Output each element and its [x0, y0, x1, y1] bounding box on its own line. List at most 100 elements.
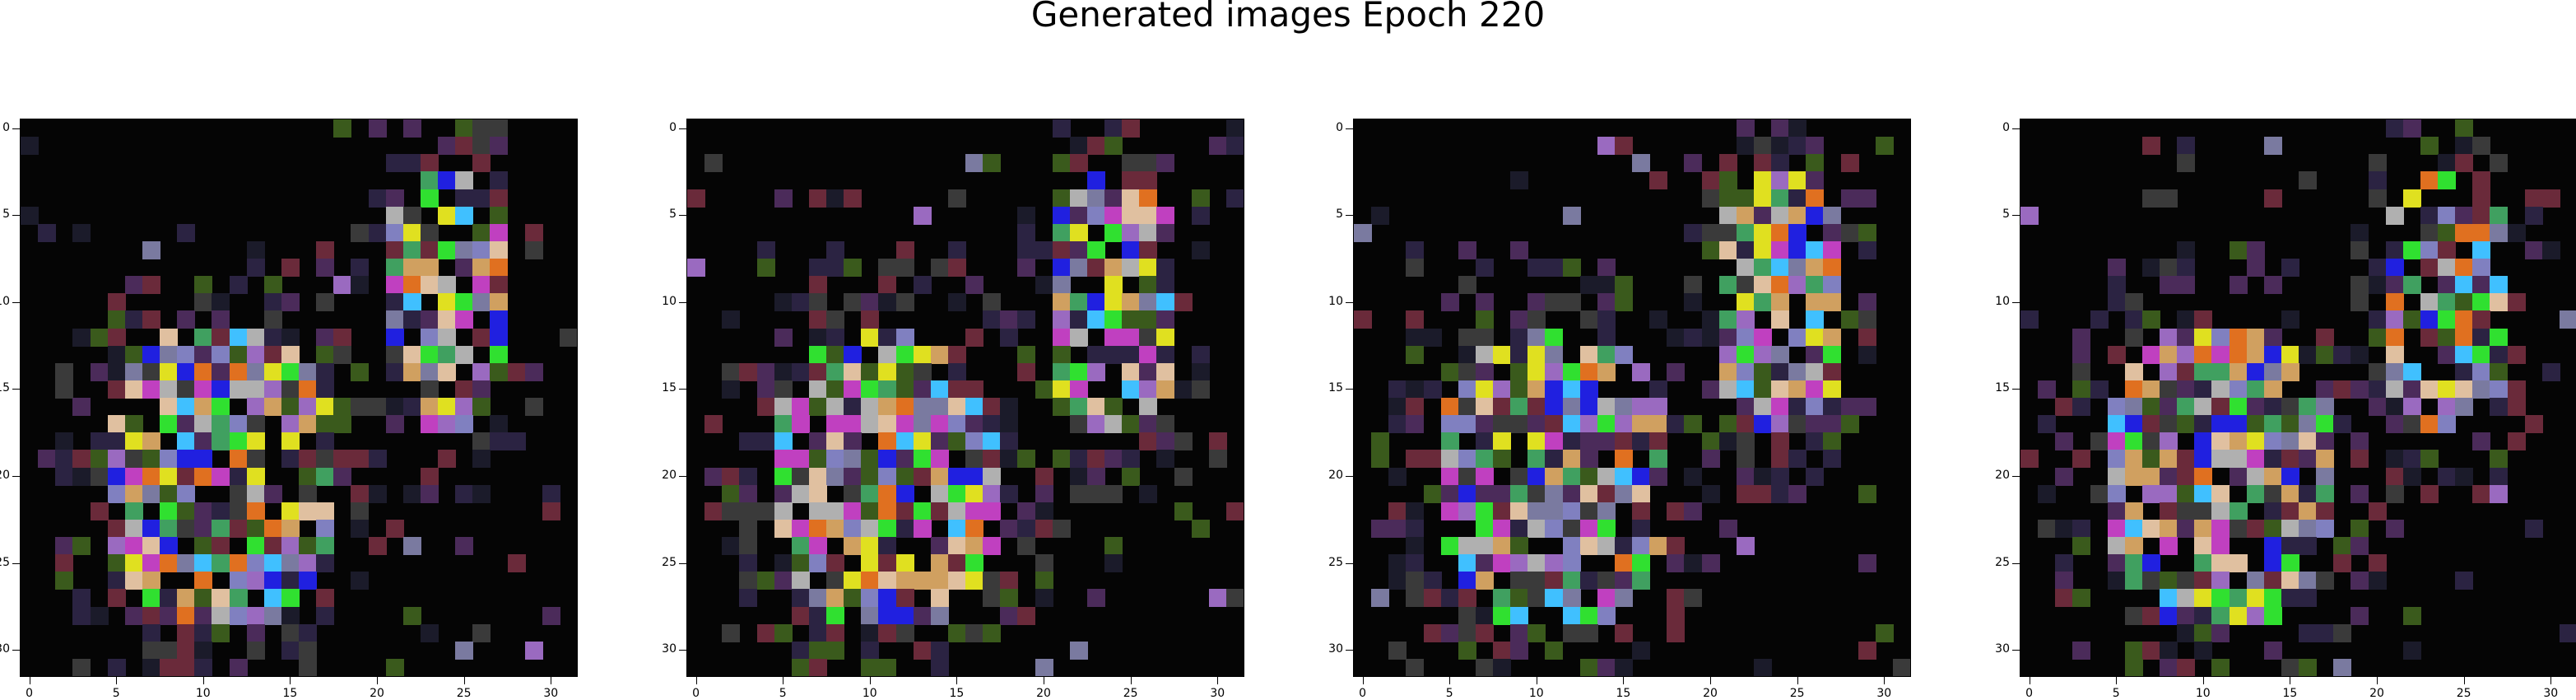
x-tick — [1710, 677, 1712, 684]
x-tick — [1884, 677, 1886, 684]
y-tick-label: 30 — [0, 642, 10, 656]
y-tick — [12, 215, 20, 217]
y-tick — [679, 562, 686, 564]
image-axes — [686, 119, 1244, 677]
x-tick-label: 20 — [1036, 687, 1051, 700]
y-tick-label: 25 — [662, 555, 677, 569]
x-tick-label: 5 — [779, 687, 787, 700]
x-tick-label: 20 — [370, 687, 384, 700]
y-tick-label: 15 — [1328, 381, 1343, 395]
y-tick-label: 10 — [0, 294, 10, 308]
y-tick — [2012, 128, 2020, 129]
x-tick-label: 5 — [112, 687, 120, 700]
x-tick — [2202, 677, 2204, 684]
x-tick — [202, 677, 204, 684]
y-tick — [1346, 650, 1353, 651]
x-tick-label: 30 — [1210, 687, 1225, 700]
x-tick-label: 15 — [282, 687, 298, 700]
x-tick — [1217, 677, 1219, 684]
x-tick — [463, 677, 465, 684]
x-tick-label: 25 — [456, 687, 472, 700]
y-tick — [2012, 389, 2020, 390]
y-tick-label: 25 — [0, 555, 10, 569]
y-tick-label: 15 — [0, 381, 10, 395]
x-tick-label: 15 — [2282, 687, 2298, 700]
y-tick-label: 5 — [2, 208, 10, 222]
y-tick — [679, 128, 686, 129]
x-tick — [1797, 677, 1798, 684]
x-tick-label: 30 — [543, 687, 559, 700]
y-tick — [679, 301, 686, 303]
figure-title: Generated images Epoch 220 — [1030, 0, 1546, 35]
y-tick-label: 5 — [1336, 208, 1343, 222]
y-tick — [2012, 562, 2020, 564]
y-tick — [2012, 650, 2020, 651]
x-tick-label: 0 — [2025, 687, 2034, 700]
x-tick — [1362, 677, 1364, 684]
x-tick — [2377, 677, 2378, 684]
x-tick-label: 0 — [692, 687, 700, 700]
y-tick — [1346, 215, 1353, 217]
y-tick — [679, 476, 686, 478]
x-tick — [1449, 677, 1451, 684]
y-tick-label: 10 — [1328, 294, 1343, 308]
y-tick — [1346, 128, 1353, 129]
image-axes — [20, 119, 578, 677]
x-tick-label: 20 — [2369, 687, 2384, 700]
y-tick — [12, 128, 20, 129]
y-tick — [679, 650, 686, 651]
x-tick — [2463, 677, 2465, 684]
x-tick — [377, 677, 379, 684]
y-tick-label: 5 — [669, 208, 677, 222]
x-tick — [1623, 677, 1625, 684]
x-tick-label: 5 — [1445, 687, 1453, 700]
y-tick-label: 20 — [662, 469, 677, 483]
y-tick-label: 15 — [662, 381, 677, 395]
y-tick-label: 20 — [1995, 469, 2010, 483]
x-tick — [956, 677, 958, 684]
y-tick — [2012, 301, 2020, 303]
y-tick-label: 10 — [1995, 294, 2010, 308]
generated-image-panel: 0 5 10 15 20 25 30 0 5 10 15 20 25 30 — [0, 119, 578, 700]
x-tick-label: 20 — [1703, 687, 1718, 700]
y-tick-label: 0 — [1336, 120, 1343, 134]
x-tick — [869, 677, 871, 684]
x-tick-label: 15 — [949, 687, 965, 700]
x-tick-label: 10 — [1528, 687, 1544, 700]
y-tick — [12, 650, 20, 651]
y-tick-label: 30 — [1328, 642, 1343, 656]
y-tick-label: 0 — [669, 120, 677, 134]
x-tick — [1130, 677, 1132, 684]
x-tick — [2550, 677, 2552, 684]
y-tick — [679, 215, 686, 217]
y-tick — [1346, 301, 1353, 303]
y-tick — [1346, 476, 1353, 478]
y-tick — [12, 301, 20, 303]
x-tick-label: 0 — [26, 687, 34, 700]
x-tick-label: 15 — [1616, 687, 1631, 700]
x-tick — [695, 677, 697, 684]
x-tick-label: 25 — [1123, 687, 1138, 700]
y-tick-label: 20 — [0, 469, 10, 483]
y-tick-label: 20 — [1328, 469, 1343, 483]
x-tick-label: 30 — [1876, 687, 1892, 700]
image-axes — [1353, 119, 1911, 677]
y-tick-label: 10 — [662, 294, 677, 308]
y-tick — [12, 389, 20, 390]
y-tick — [12, 562, 20, 564]
generated-image-panel: 0 5 10 15 20 25 30 0 5 10 15 20 25 30 — [1328, 119, 1911, 700]
x-tick-label: 5 — [2112, 687, 2120, 700]
x-tick — [2116, 677, 2118, 684]
y-tick-label: 5 — [2002, 208, 2010, 222]
x-tick-label: 25 — [2456, 687, 2471, 700]
y-tick — [2012, 476, 2020, 478]
x-tick — [116, 677, 118, 684]
y-tick — [1346, 562, 1353, 564]
x-tick-label: 10 — [862, 687, 877, 700]
y-tick-label: 30 — [662, 642, 677, 656]
x-tick-label: 0 — [1359, 687, 1367, 700]
y-tick — [1346, 389, 1353, 390]
x-tick-label: 30 — [2543, 687, 2559, 700]
y-tick — [679, 389, 686, 390]
y-tick-label: 15 — [1995, 381, 2010, 395]
